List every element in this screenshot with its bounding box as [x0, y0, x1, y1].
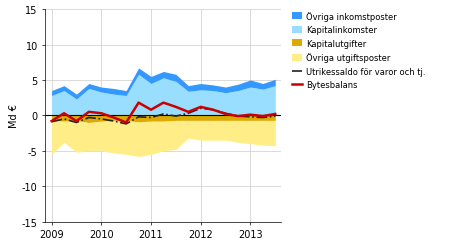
Y-axis label: Md €: Md €: [9, 104, 19, 128]
Legend: Övriga inkomstposter, Kapitalinkomster, Kapitalutgifter, Övriga utgiftsposter, U: Övriga inkomstposter, Kapitalinkomster, …: [291, 10, 427, 92]
